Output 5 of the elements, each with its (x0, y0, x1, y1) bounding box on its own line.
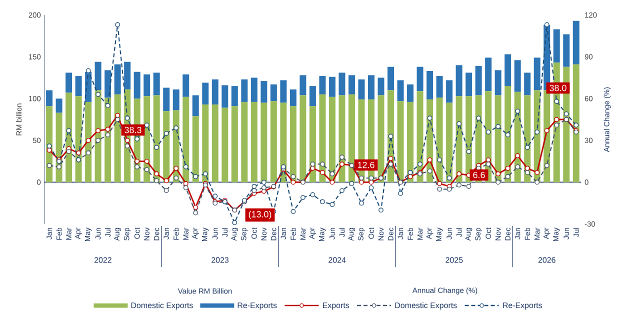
annotation: 38.3 (124, 126, 142, 134)
annotation: (13.0) (248, 210, 272, 220)
annotation: 38.0 (550, 84, 566, 92)
annotation: 6.6 (473, 172, 485, 178)
annotation: 12.6 (358, 162, 374, 168)
